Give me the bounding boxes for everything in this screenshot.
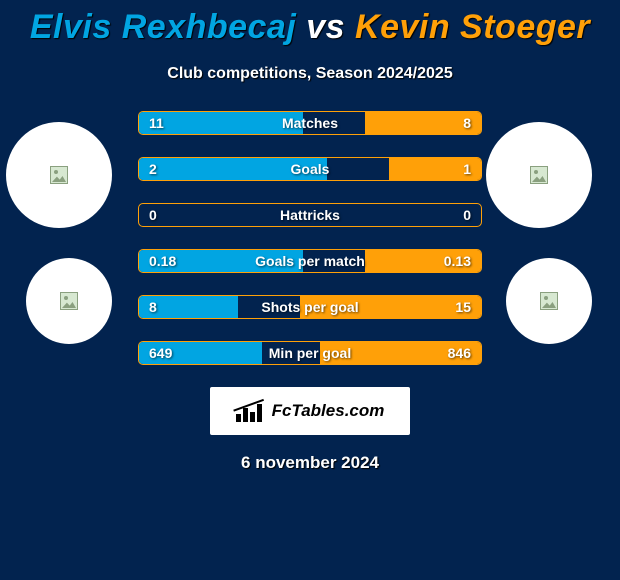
brand-chart-icon (236, 400, 266, 422)
stat-value-left: 649 (149, 342, 172, 364)
stat-row: Shots per goal8 15 (138, 295, 482, 319)
stat-value-left: 11 (149, 112, 164, 134)
stat-value-right: 15 (455, 296, 471, 318)
brand-badge: FcTables.com (210, 387, 410, 435)
stat-label: Shots per goal (139, 296, 481, 318)
player1-club-avatar (26, 258, 112, 344)
stat-value-right: 846 (448, 342, 471, 364)
player2-avatar (486, 122, 592, 228)
comparison-title: Elvis Rexhbecaj vs Kevin Stoeger (0, 0, 620, 47)
image-placeholder-icon (540, 292, 558, 310)
vs-label: vs (306, 8, 345, 46)
stat-label: Goals per match (139, 250, 481, 272)
stat-row: Min per goal649 846 (138, 341, 482, 365)
player1-name: Elvis Rexhbecaj (30, 8, 296, 46)
brand-text: FcTables.com (272, 401, 385, 421)
stat-label: Matches (139, 112, 481, 134)
subtitle: Club competitions, Season 2024/2025 (0, 65, 620, 83)
image-placeholder-icon (530, 166, 548, 184)
date-label: 6 november 2024 (0, 453, 620, 473)
stat-row: Matches11 8 (138, 111, 482, 135)
stat-label: Min per goal (139, 342, 481, 364)
player2-club-avatar (506, 258, 592, 344)
image-placeholder-icon (60, 292, 78, 310)
stat-value-left: 0 (149, 204, 157, 226)
stat-label: Hattricks (139, 204, 481, 226)
stat-value-right: 8 (463, 112, 471, 134)
stat-value-left: 2 (149, 158, 157, 180)
image-placeholder-icon (50, 166, 68, 184)
player1-avatar (6, 122, 112, 228)
player2-name: Kevin Stoeger (355, 8, 590, 46)
stat-row: Hattricks0 0 (138, 203, 482, 227)
stat-value-right: 1 (463, 158, 471, 180)
stat-value-left: 0.18 (149, 250, 176, 272)
stat-label: Goals (139, 158, 481, 180)
stat-row: Goals per match0.18 0.13 (138, 249, 482, 273)
stat-value-right: 0 (463, 204, 471, 226)
stat-bars: Matches11 8 Goals2 1 Hattricks0 0 Goals per ma… (138, 111, 482, 365)
stat-row: Goals2 1 (138, 157, 482, 181)
stat-value-left: 8 (149, 296, 157, 318)
stat-value-right: 0.13 (444, 250, 471, 272)
